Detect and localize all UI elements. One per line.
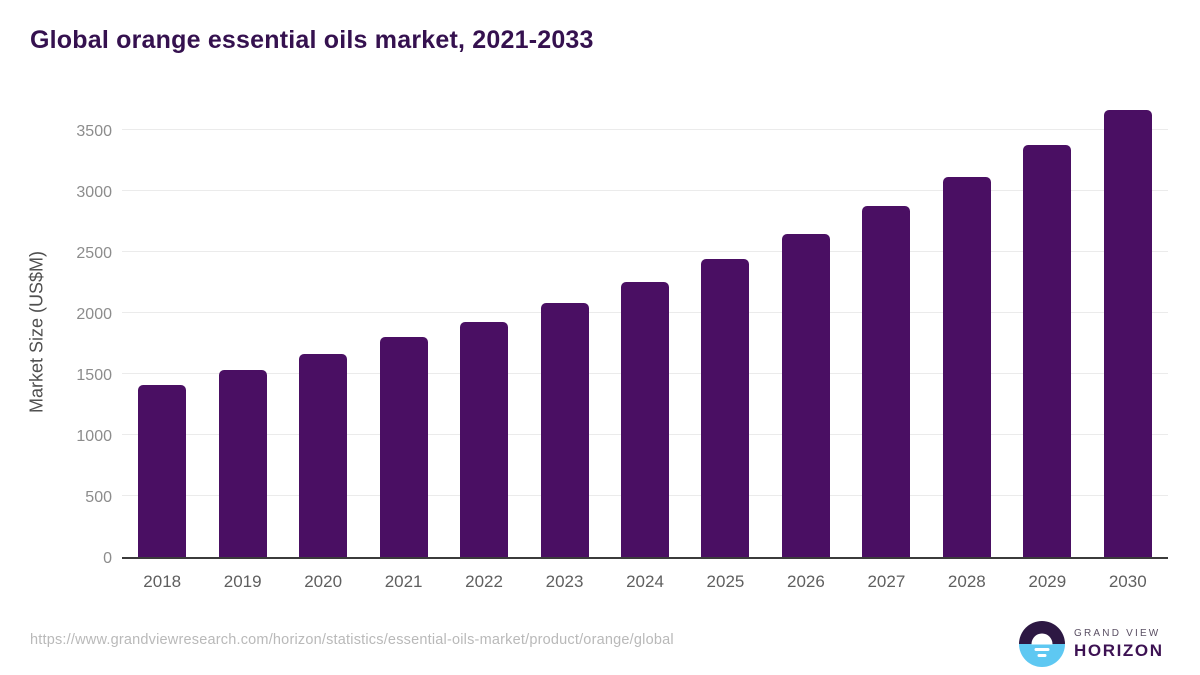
bar-2020 <box>299 354 348 557</box>
logo-product-name: HORIZON <box>1074 640 1164 660</box>
x-tick-label: 2030 <box>1108 572 1147 591</box>
bar-2028 <box>942 177 991 557</box>
x-tick-label: 2018 <box>143 572 182 591</box>
x-tick-label: 2028 <box>947 572 986 591</box>
x-tick-label: 2026 <box>787 572 825 591</box>
y-tick-label: 1500 <box>76 367 112 384</box>
x-tick-label: 2022 <box>465 572 503 591</box>
x-tick-label: 2027 <box>867 572 906 591</box>
plot-area <box>122 104 1168 559</box>
x-tick-label: 2019 <box>223 572 262 591</box>
gridline <box>122 129 1168 130</box>
logo-brand-name: GRAND VIEW <box>1074 627 1161 639</box>
source-url: https://www.grandviewresearch.com/horizo… <box>30 632 674 648</box>
y-tick-label: 500 <box>85 489 112 506</box>
sun-reflection-line <box>1037 654 1047 657</box>
bar-2027 <box>862 206 911 557</box>
y-tick-label: 0 <box>103 550 112 567</box>
x-axis-labels: 2018 2019 2020 2021 2022 2023 2024 2025 2026 2027… <box>122 572 1168 596</box>
grand-view-horizon-logo: GRAND VIEW HORIZON <box>1019 621 1164 667</box>
bar-2029 <box>1023 145 1072 557</box>
y-tick-label: 2000 <box>76 306 112 323</box>
y-tick-label: 3500 <box>76 123 112 140</box>
bar-2022 <box>460 321 509 557</box>
gridline <box>122 251 1168 252</box>
sun-shape <box>1031 633 1053 644</box>
x-tick-label: 2023 <box>545 572 584 591</box>
horizon-sun-icon <box>1019 621 1065 667</box>
y-tick-label: 1000 <box>76 428 112 445</box>
chart-title: Global orange essential oils market, 202… <box>30 26 594 54</box>
bar-2024 <box>621 281 669 557</box>
x-tick-label: 2020 <box>304 572 343 591</box>
x-tick-label: 2024 <box>626 572 664 591</box>
x-tick-label: 2029 <box>1028 572 1067 591</box>
logo-text: GRAND VIEW HORIZON <box>1074 628 1164 661</box>
x-tick-label: 2025 <box>706 572 745 591</box>
bar-2021 <box>379 337 428 557</box>
sun-reflection-line <box>1034 648 1050 651</box>
bar-2019 <box>218 369 267 557</box>
y-tick-label: 2500 <box>76 245 112 262</box>
bar-2026 <box>781 233 830 557</box>
bar-2030 <box>1103 110 1152 557</box>
x-tick-label: 2021 <box>384 572 423 591</box>
bar-2025 <box>701 258 750 557</box>
y-tick-label: 3000 <box>76 184 112 201</box>
bar-2018 <box>138 384 187 557</box>
bar-2023 <box>540 302 589 557</box>
gridline <box>122 190 1168 191</box>
y-axis-ticks: 0 500 1000 1500 2000 2500 3000 3500 <box>0 104 112 567</box>
